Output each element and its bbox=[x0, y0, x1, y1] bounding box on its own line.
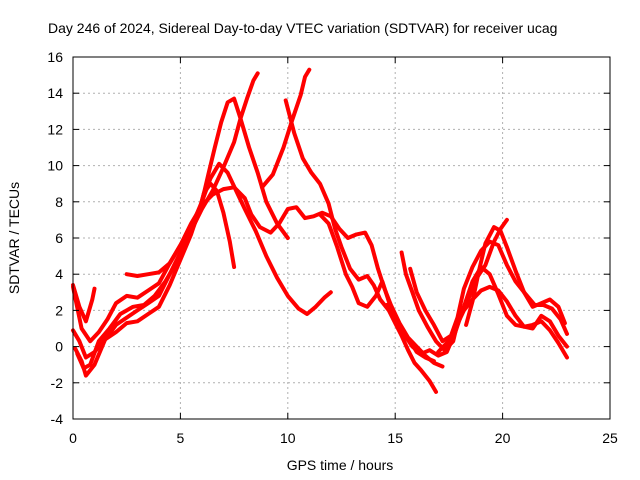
series-line-s14 bbox=[464, 225, 567, 327]
series-line-s3 bbox=[71, 71, 260, 360]
x-tick-label: 25 bbox=[602, 430, 618, 446]
y-tick-label: 2 bbox=[55, 302, 63, 318]
y-tick-label: 6 bbox=[55, 230, 63, 246]
y-axis-label: SDTVAR / TECUs bbox=[6, 182, 22, 294]
x-tick-label: 15 bbox=[387, 430, 403, 446]
series-layer bbox=[71, 67, 569, 394]
y-tick-label: 4 bbox=[55, 266, 63, 282]
y-tick-label: 8 bbox=[55, 194, 63, 210]
y-tick-label: -2 bbox=[51, 375, 64, 391]
y-tick-label: 10 bbox=[47, 158, 63, 174]
y-tick-label: 14 bbox=[47, 85, 63, 101]
series-line-s2 bbox=[71, 185, 445, 369]
series-line-s6 bbox=[124, 161, 333, 316]
chart-title: Day 246 of 2024, Sidereal Day-to-day VTE… bbox=[48, 20, 557, 36]
series-line-s8 bbox=[283, 98, 438, 394]
series-line-s13 bbox=[436, 284, 569, 360]
x-tick-label: 5 bbox=[177, 430, 185, 446]
y-tick-label: -4 bbox=[51, 411, 64, 427]
x-axis-label: GPS time / hours bbox=[287, 457, 394, 473]
y-tick-label: 0 bbox=[55, 339, 63, 355]
grid-lines bbox=[73, 57, 610, 419]
x-tick-label: 20 bbox=[495, 430, 511, 446]
series-line-s5 bbox=[75, 181, 237, 371]
series-line-s7 bbox=[260, 67, 312, 190]
y-tick-label: 12 bbox=[47, 121, 63, 137]
x-tick-label: 0 bbox=[69, 430, 77, 446]
y-tick-label: 16 bbox=[47, 49, 63, 65]
x-tick-label: 10 bbox=[280, 430, 296, 446]
axis-ticks: 0 5 10 15 20 25 -4 -2 0 2 4 6 8 10 12 14 16 bbox=[47, 49, 618, 446]
